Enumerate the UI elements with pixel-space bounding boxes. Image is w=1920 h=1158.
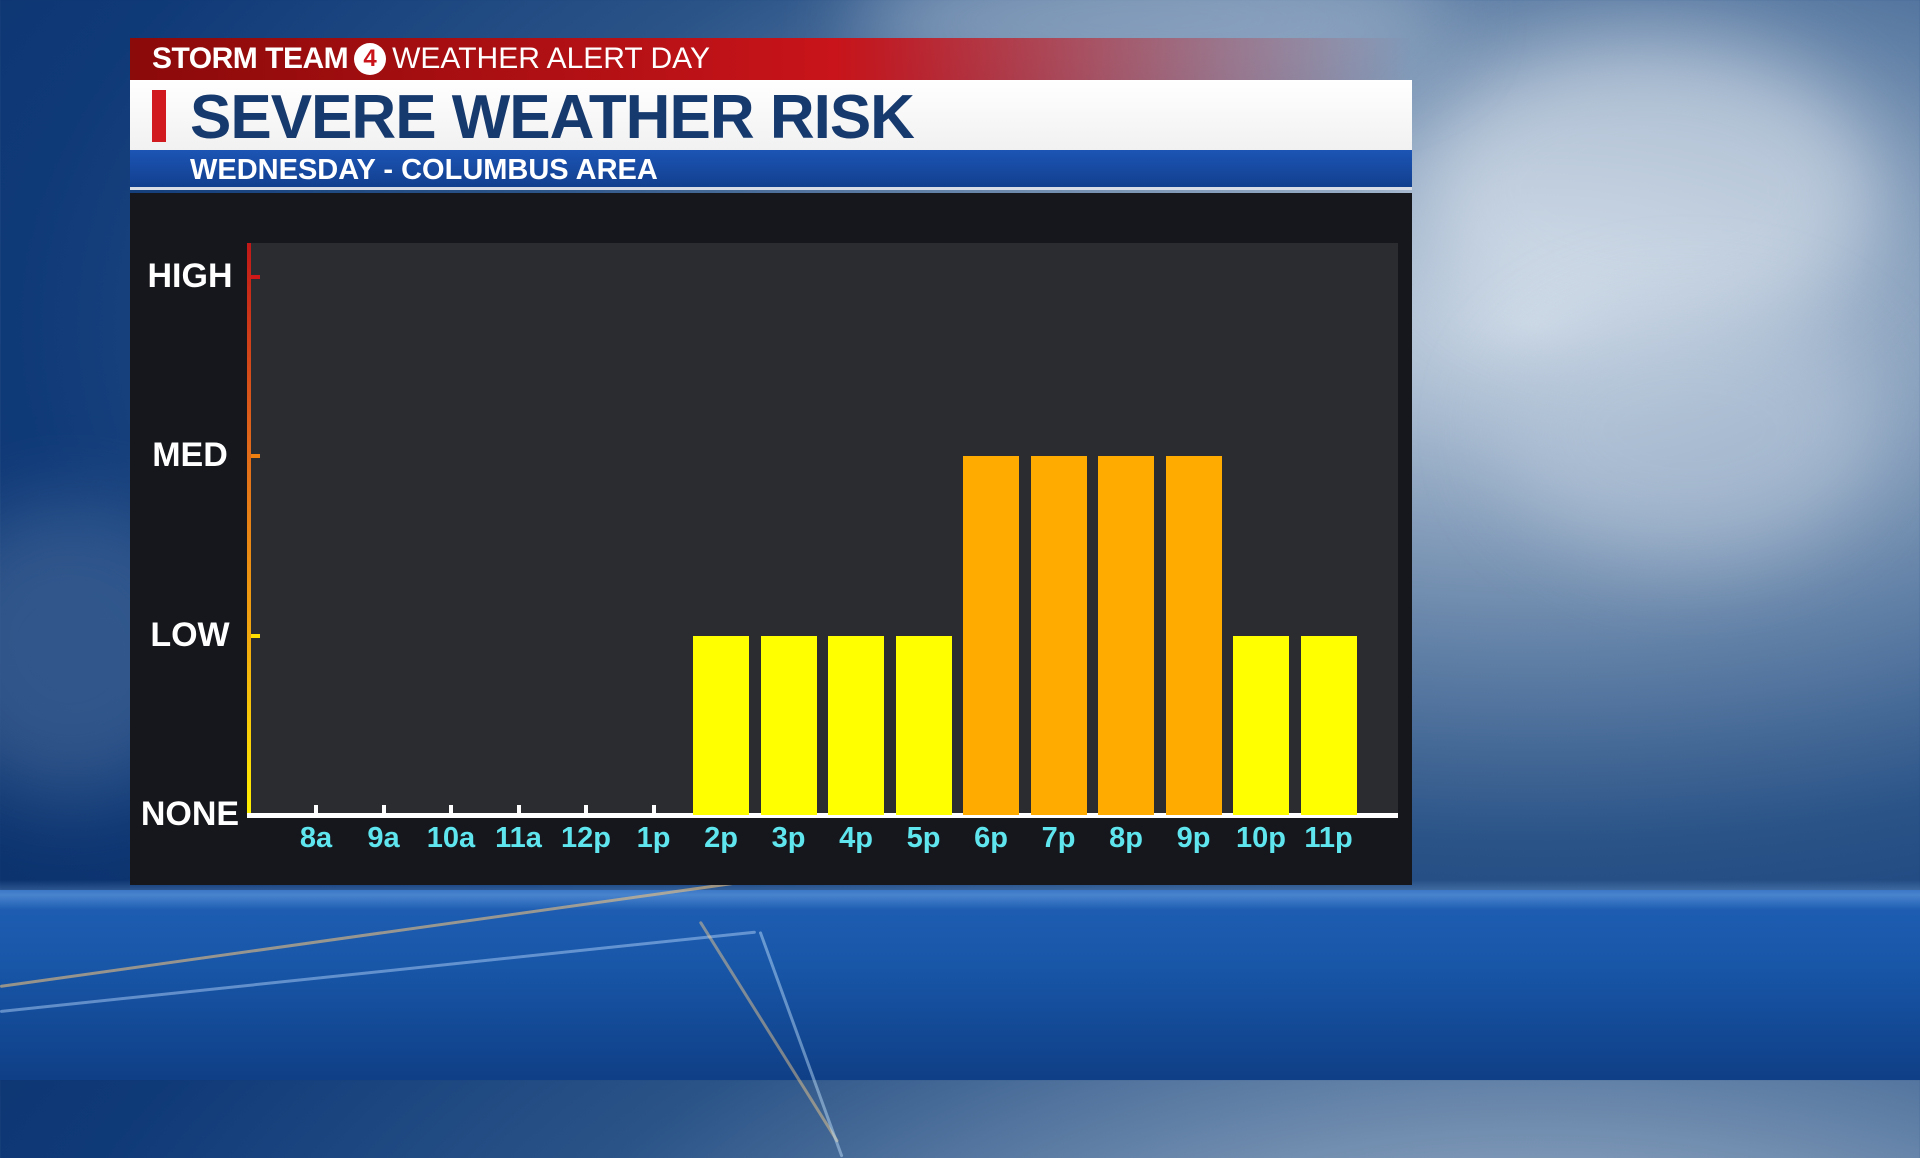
y-axis-line bbox=[247, 243, 251, 815]
bar bbox=[760, 635, 817, 815]
bar bbox=[1098, 456, 1154, 815]
y-tick bbox=[251, 454, 260, 459]
x-tick-label: 7p bbox=[1041, 822, 1076, 854]
x-tick-label: 4p bbox=[839, 822, 873, 854]
bar bbox=[895, 635, 952, 815]
x-tick bbox=[314, 805, 318, 814]
x-tick-label: 9p bbox=[1176, 822, 1211, 854]
y-tick bbox=[251, 275, 260, 279]
x-tick-label: 8a bbox=[299, 822, 333, 854]
x-tick-label: 1p bbox=[636, 822, 671, 854]
bar bbox=[963, 456, 1019, 815]
x-tick-label: 11a bbox=[495, 822, 542, 854]
x-tick-label: 5p bbox=[906, 822, 941, 854]
x-tick bbox=[449, 805, 453, 814]
page-subtitle: WEDNESDAY - COLUMBUS AREA bbox=[190, 154, 658, 186]
bar bbox=[1165, 456, 1222, 815]
x-tick-label: 9a bbox=[367, 822, 400, 854]
header-bar: STORM TEAM 4 WEATHER ALERT DAY bbox=[130, 38, 1412, 80]
bar bbox=[1233, 635, 1289, 815]
x-axis-line bbox=[247, 813, 1398, 818]
plot-area bbox=[251, 243, 1398, 815]
y-level-label: LOW bbox=[150, 615, 230, 654]
brand-name: STORM TEAM bbox=[152, 42, 349, 75]
x-tick-label: 6p bbox=[974, 822, 1008, 854]
x-tick-label: 11p bbox=[1304, 822, 1353, 854]
cloud bbox=[1500, 300, 1880, 560]
x-tick bbox=[516, 805, 521, 814]
cloud bbox=[1420, 40, 1880, 340]
x-tick bbox=[584, 805, 588, 814]
x-tick-label: 2p bbox=[704, 822, 738, 854]
subtitle-bar: WEDNESDAY - COLUMBUS AREA bbox=[130, 150, 1412, 190]
alert-label: WEATHER ALERT DAY bbox=[392, 42, 710, 75]
x-tick-label: 10p bbox=[1236, 822, 1286, 854]
y-tick bbox=[251, 633, 260, 638]
y-level-label: HIGH bbox=[147, 257, 233, 295]
bar bbox=[1030, 456, 1087, 815]
ground bbox=[0, 890, 1920, 1080]
y-level-label: NONE bbox=[140, 795, 240, 833]
x-tick-label: 12p bbox=[561, 822, 611, 854]
x-tick-label: 3p bbox=[771, 822, 806, 854]
y-level-label: MED bbox=[152, 436, 228, 475]
bar bbox=[693, 635, 749, 815]
title-bar: SEVERE WEATHER RISK bbox=[130, 80, 1412, 152]
x-tick bbox=[651, 805, 656, 814]
x-tick bbox=[381, 805, 386, 814]
bar bbox=[1300, 635, 1357, 815]
page-title: SEVERE WEATHER RISK bbox=[190, 83, 915, 152]
horizon-glow bbox=[0, 880, 1920, 910]
x-tick-label: 8p bbox=[1109, 822, 1143, 854]
bar bbox=[828, 635, 884, 815]
title-accent bbox=[152, 90, 166, 142]
x-tick-label: 10a bbox=[426, 822, 476, 854]
channel-logo: 4 bbox=[354, 43, 387, 75]
